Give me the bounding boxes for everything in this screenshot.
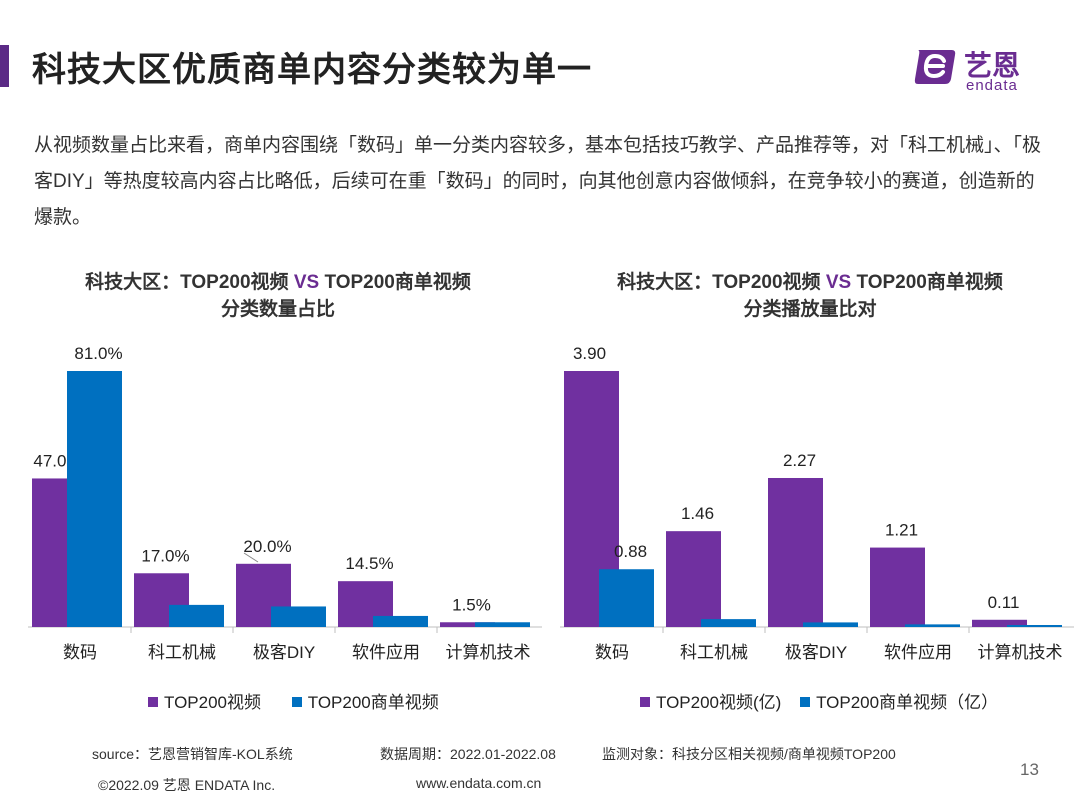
category-label: 软件应用: [352, 643, 420, 662]
logo-chinese-text: 艺恩: [964, 50, 1021, 81]
footer-period: 数据周期：2022.01-2022.08: [380, 746, 556, 762]
chart-plot: 47.0%81.0%数码17.0%科工机械20.0%极客DIY14.5%软件应用…: [28, 344, 542, 662]
category-label: 数码: [595, 643, 629, 662]
category-label: 软件应用: [884, 643, 952, 662]
data-label: 3.90: [573, 344, 606, 363]
bar-top200-2: [768, 477, 823, 627]
legend-label: TOP200视频(亿): [656, 693, 782, 712]
brand-logo: 艺恩 endata: [912, 44, 1052, 96]
legend-item-series-2: TOP200商单视频: [291, 688, 439, 713]
legend-item-series-1: TOP200视频: [148, 688, 261, 713]
data-label: 0.88: [614, 542, 647, 561]
bar-commercial-1: [701, 619, 756, 627]
logo-english-text: endata: [966, 77, 1018, 94]
legend-item-series-2: TOP200商单视频（亿）: [800, 688, 998, 713]
category-label: 计算机技术: [446, 643, 531, 662]
chart-plot: 3.90 0.88 数码 1.46 科工机械 2.27 极客DIY 1.21 软件应用 0.11 计…: [560, 344, 1074, 662]
chart-title-part-b: TOP200商单视频: [319, 272, 471, 293]
legend-swatch-purple: [640, 697, 650, 707]
bar-top200-1: [666, 531, 721, 627]
data-label: 81.0%: [74, 344, 122, 363]
data-label: 1.46: [681, 504, 714, 523]
data-label: 20.0%: [243, 537, 291, 556]
chart-title: 科技大区：TOP200视频 VS TOP200商单视频 分类播放量比对: [540, 269, 1080, 323]
category-label: 科工机械: [148, 643, 216, 662]
chart-count-share: 科技大区：TOP200视频 VS TOP200商单视频 分类数量占比 47.0%…: [8, 265, 548, 725]
legend-label: TOP200商单视频（亿）: [816, 693, 999, 712]
bar-commercial-3: [905, 624, 960, 627]
category-label: 数码: [63, 643, 97, 662]
data-label: 2.27: [783, 451, 816, 470]
chart-title-line2: 分类播放量比对: [743, 299, 877, 320]
chart-play-volume: 科技大区：TOP200视频 VS TOP200商单视频 分类播放量比对 3.90…: [540, 265, 1080, 725]
intro-paragraph: 从视频数量占比来看，商单内容围绕「数码」单一分类内容较多，基本包括技巧教学、产品…: [34, 135, 1042, 228]
page-number: 13: [1020, 760, 1039, 779]
data-label: 14.5%: [345, 554, 393, 573]
legend-swatch-purple: [148, 697, 158, 707]
bar-top200-4: [440, 622, 495, 627]
legend-label: TOP200商单视频: [307, 693, 439, 712]
bar-commercial-2: [803, 622, 858, 627]
chart-title-part-a: 科技大区：TOP200视频: [85, 272, 294, 293]
data-label: 1.21: [885, 521, 918, 540]
label-leader-line: [243, 552, 259, 563]
page-title: 科技大区优质商单内容分类较为单一: [32, 51, 592, 89]
data-label: 0.11: [988, 593, 1020, 612]
chart-legend: TOP200视频 TOP200商单视频: [148, 688, 465, 713]
bar-commercial-0: [599, 569, 654, 627]
bar-commercial-3: [373, 615, 428, 627]
legend-swatch-blue: [800, 697, 811, 707]
title-accent-bar: [0, 45, 9, 87]
bar-top200-3: [870, 547, 925, 627]
bar-commercial-0: [67, 371, 122, 627]
legend-item-series-1: TOP200视频(亿): [640, 688, 781, 713]
endata-logo-icon: [914, 50, 956, 84]
footer-copyright: ©2022.09 艺恩 ENDATA Inc.: [98, 777, 276, 793]
bar-commercial-4: [1007, 625, 1062, 627]
bar-commercial-2: [271, 606, 326, 627]
footer-source: source：艺恩营销智库-KOL系统: [92, 746, 293, 762]
bar-commercial-1: [169, 604, 224, 627]
chart-title-part-b: TOP200商单视频: [851, 272, 1003, 293]
chart-title: 科技大区：TOP200视频 VS TOP200商单视频 分类数量占比: [8, 269, 548, 323]
category-label: 科工机械: [680, 643, 748, 662]
chart-title-vs: VS: [825, 272, 852, 293]
category-label: 极客DIY: [785, 643, 847, 662]
chart-title-vs: VS: [293, 272, 320, 293]
chart-title-line2: 分类数量占比: [220, 299, 335, 320]
data-label: 17.0%: [141, 546, 189, 565]
footer-website[interactable]: www.endata.com.cn: [416, 775, 542, 791]
legend-swatch-blue: [291, 697, 302, 707]
legend-label: TOP200视频: [164, 693, 262, 712]
chart-legend: TOP200视频(亿) TOP200商单视频（亿）: [640, 688, 1024, 713]
footer-target: 监测对象：科技分区相关视频/商单视频TOP200: [602, 746, 896, 762]
bar-commercial-4: [475, 622, 530, 627]
category-label: 计算机技术: [978, 643, 1063, 662]
bar-top200-4: [972, 619, 1027, 627]
category-label: 极客DIY: [253, 643, 315, 662]
data-label: 1.5%: [452, 595, 491, 614]
chart-title-part-a: 科技大区：TOP200视频: [617, 272, 826, 293]
